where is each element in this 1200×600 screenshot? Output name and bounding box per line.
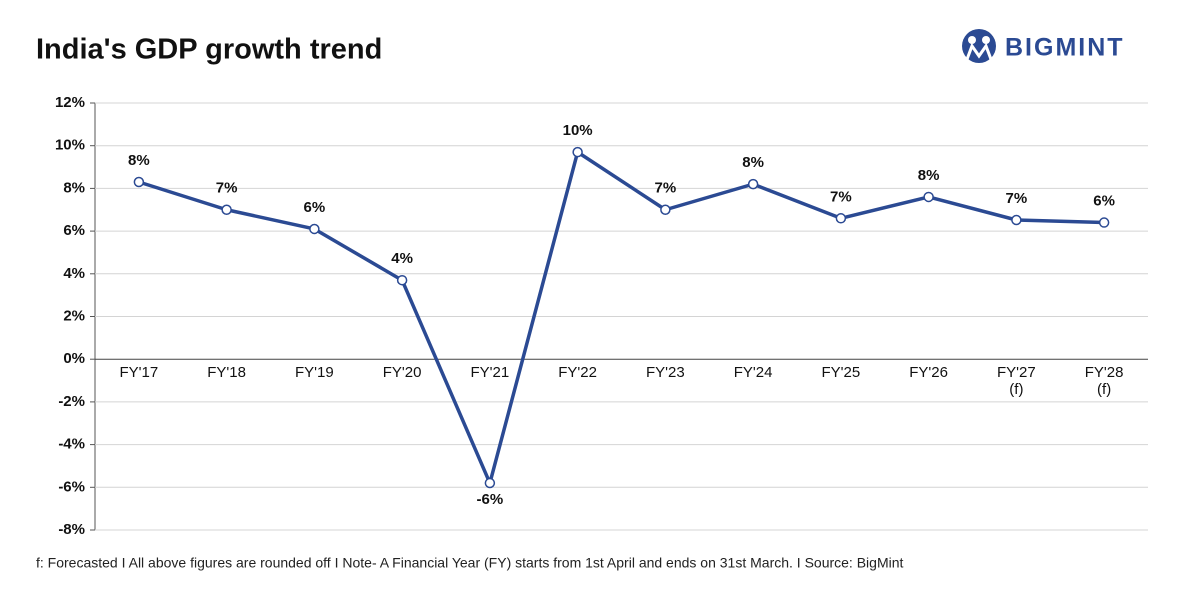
marker <box>572 146 583 158</box>
value-label: 7% <box>1006 190 1028 207</box>
marker <box>835 213 847 224</box>
y-tick-label: 0% <box>63 350 85 367</box>
chart-title: India's GDP growth trend <box>36 34 382 66</box>
logo-icon-shape <box>964 42 994 63</box>
y-tick-label: 6% <box>63 222 85 239</box>
logo-text: BIGMINT <box>1005 34 1125 62</box>
y-tick-label: -6% <box>58 478 85 495</box>
x-tick-label: FY'28 (f) <box>1085 364 1124 398</box>
value-label: 10% <box>563 122 593 139</box>
y-tick-label: -4% <box>58 436 85 453</box>
logo-icon-dot <box>968 36 976 44</box>
x-tick-label: FY'17 <box>120 364 159 381</box>
value-label: 8% <box>742 154 764 171</box>
marker <box>923 191 934 203</box>
value-label: 6% <box>1093 193 1115 210</box>
marker <box>1098 217 1110 228</box>
marker <box>133 176 145 188</box>
marker <box>747 178 759 190</box>
x-tick-label: FY'20 <box>383 364 422 381</box>
line <box>138 150 1105 485</box>
marker <box>221 204 232 215</box>
y-tick-label: 12% <box>55 94 85 111</box>
y-tick-label: -2% <box>58 393 85 410</box>
x-tick-label: FY'18 <box>207 364 246 381</box>
marker <box>396 274 408 286</box>
y-tick-label: 8% <box>63 179 85 196</box>
value-label: 7% <box>655 180 677 197</box>
value-label: 6% <box>304 199 326 216</box>
marker <box>484 477 496 489</box>
logo-icon-dot <box>982 36 990 44</box>
x-tick-label: FY'23 <box>646 364 685 381</box>
y-tick-label: -8% <box>58 521 85 538</box>
value-label: 8% <box>918 167 940 184</box>
y-tick-label: 4% <box>63 265 85 282</box>
x-tick-label: FY'27 (f) <box>997 364 1036 398</box>
footnote: f: Forecasted I All above figures are ro… <box>36 555 904 571</box>
marker <box>660 204 671 215</box>
marker <box>309 223 320 235</box>
value-label: 7% <box>216 180 238 197</box>
x-tick-label: FY'19 <box>295 364 334 381</box>
value-label: -6% <box>477 491 504 508</box>
x-tick-label: FY'25 <box>822 364 861 381</box>
value-label: 4% <box>391 250 413 267</box>
y-tick-label: 10% <box>55 137 85 154</box>
x-tick-label: FY'26 <box>909 364 948 381</box>
x-tick-label: FY'21 <box>471 364 510 381</box>
x-tick-label: FY'22 <box>558 364 597 381</box>
value-label: 7% <box>830 188 852 205</box>
logo: BIGMINT <box>962 29 1125 63</box>
marker <box>1011 214 1022 226</box>
value-label: 8% <box>128 152 150 169</box>
x-tick-label: FY'24 <box>734 364 773 381</box>
y-tick-label: 2% <box>63 307 85 324</box>
